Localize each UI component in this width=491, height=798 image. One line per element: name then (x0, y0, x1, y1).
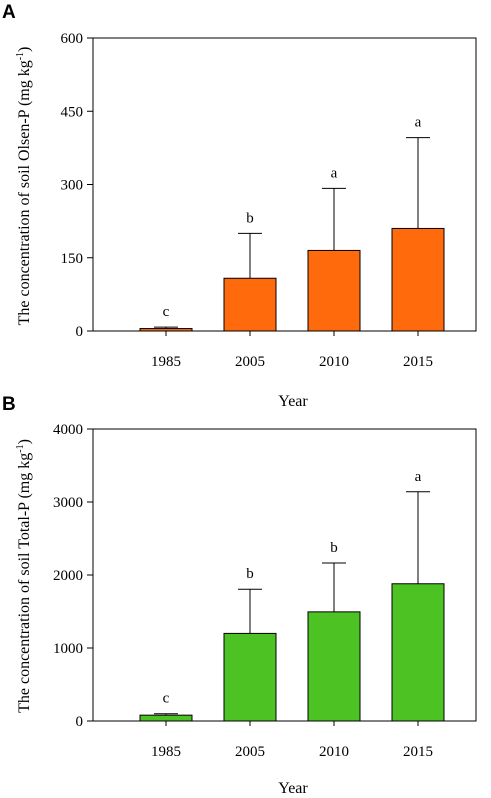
y-tick-label: 0 (76, 714, 84, 730)
y-tick-label: 4000 (53, 422, 83, 438)
panel-a-x-axis: 1985 2005 2010 2015 (151, 331, 433, 370)
x-tick-label-1985: 1985 (151, 744, 181, 760)
significance-letter-2010: a (331, 165, 338, 181)
panel-a-x-axis-title: Year (278, 393, 308, 410)
panel-b-label: B (2, 394, 16, 415)
panel-b-chart: B 0 1000 2000 3000 4000 c b b a 1985 2005 2010 201… (2, 394, 477, 797)
panel-b-bars: c b b a (139, 469, 445, 722)
y-tick-label: 2000 (53, 568, 83, 584)
bar-1985 (139, 714, 193, 722)
significance-letter-2010: b (330, 540, 338, 556)
panel-b-y-axis: 0 1000 2000 3000 4000 (53, 422, 93, 730)
bar-2015 (391, 583, 445, 722)
panel-b-x-axis: 1985 2005 2010 2015 (151, 721, 433, 760)
x-tick-label-2015: 2015 (403, 354, 433, 370)
bar-2005 (223, 277, 277, 332)
significance-letter-2015: a (415, 469, 422, 485)
bar-2010 (307, 249, 361, 332)
x-tick-label-2015: 2015 (403, 744, 433, 760)
x-tick-label-2010: 2010 (319, 354, 349, 370)
significance-letter-2015: a (415, 115, 422, 131)
x-tick-label-2005: 2005 (235, 354, 265, 370)
y-tick-label: 450 (61, 104, 84, 120)
panel-a-chart: A 0 150 300 450 600 c b a a 1985 2005 2010 2015 Ye… (2, 2, 477, 410)
panel-b-x-axis-title: Year (278, 780, 308, 797)
panel-b-y-axis-title: The concentration of soil Total-P (mg kg… (15, 439, 33, 713)
x-tick-label-2010: 2010 (319, 744, 349, 760)
y-tick-label: 300 (61, 178, 84, 194)
significance-letter-1985: c (163, 691, 170, 707)
x-tick-label-1985: 1985 (151, 354, 181, 370)
panel-a-y-axis: 0 150 300 450 600 (61, 31, 93, 340)
significance-letter-1985: c (163, 304, 170, 320)
bar-1985 (139, 328, 193, 332)
y-tick-label: 3000 (53, 495, 83, 511)
bar-2010 (307, 611, 361, 722)
y-tick-label: 0 (76, 324, 84, 340)
significance-letter-2005: b (246, 566, 254, 582)
bar-2005 (223, 632, 277, 722)
x-tick-label-2005: 2005 (235, 744, 265, 760)
y-tick-label: 150 (61, 251, 84, 267)
y-tick-label: 1000 (53, 641, 83, 657)
y-tick-label: 600 (61, 31, 84, 47)
panel-a-bars: c b a a (139, 115, 445, 332)
bar-2015 (391, 227, 445, 332)
panel-a-label: A (2, 2, 16, 23)
panel-a-y-axis-title: The concentration of soil Olsen-P (mg kg… (15, 47, 33, 326)
significance-letter-2005: b (246, 210, 254, 226)
